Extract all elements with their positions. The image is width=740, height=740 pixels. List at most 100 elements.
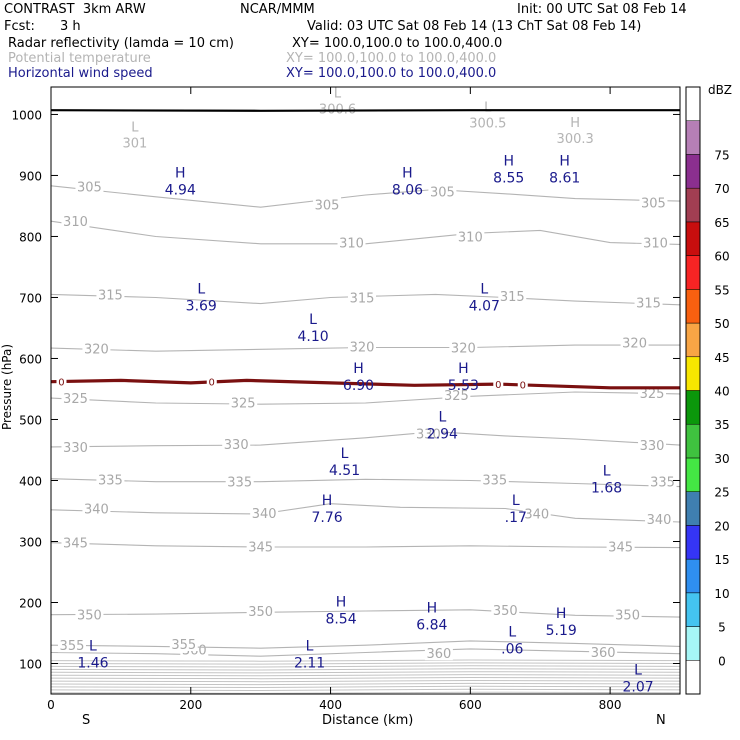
upper-theta-line — [50, 671, 681, 674]
wind-extreme-letter: L — [634, 663, 642, 679]
theta-label-bg — [613, 606, 642, 622]
colorbar-level-label: 70 — [714, 182, 729, 196]
colorbar-swatch — [685, 154, 701, 189]
y-tick-label: 1000 — [11, 108, 42, 122]
theta-contour-label: 325 — [63, 392, 88, 407]
colorbar-swatch — [685, 626, 701, 661]
y-tick-label: 500 — [19, 413, 42, 427]
y-tick-label: 700 — [19, 291, 42, 305]
wind-extreme-letter: H — [322, 493, 333, 509]
upper-theta-line — [50, 691, 681, 694]
plot-frame — [50, 86, 681, 695]
surface-extreme-letter: L — [334, 86, 342, 101]
wind-extreme-letter: L — [309, 312, 317, 328]
forecast-label: Fcst: — [4, 19, 35, 34]
theta-contour-label: 320 — [350, 340, 375, 355]
theta-label-bg — [589, 643, 618, 659]
theta-label-bg — [606, 538, 635, 554]
theta-contour-label: 345 — [608, 540, 633, 555]
wind-extreme-value: 2.11 — [294, 655, 325, 671]
theta-contour-label: 360 — [591, 646, 616, 661]
y-tick-label: 300 — [19, 535, 42, 549]
theta-label-bg — [442, 387, 471, 403]
forecast-hours: 3 h — [60, 19, 81, 34]
theta-contour-label: 345 — [248, 540, 273, 555]
upper-theta-line — [50, 662, 681, 665]
theta-label-bg — [641, 234, 670, 250]
theta-contour-label: 310 — [339, 237, 364, 252]
freezing-label-bg — [56, 376, 67, 387]
x-tick-label: 400 — [319, 698, 342, 712]
wind-extreme-value: 6.84 — [416, 618, 447, 634]
theta-contour-330 — [50, 431, 681, 448]
wind-extreme-value: 6.90 — [343, 378, 374, 394]
surface-extreme-letter: H — [570, 116, 580, 131]
upper-theta-line — [50, 685, 681, 689]
wind-extreme-value: 2.07 — [622, 680, 653, 696]
x-tick-label: 800 — [599, 698, 622, 712]
freezing-label-bg — [517, 379, 528, 390]
theta-label-bg — [645, 510, 674, 526]
surface-extreme-value: 301 — [122, 137, 147, 152]
theta-label-bg — [96, 286, 125, 302]
theta-contour-350 — [50, 609, 681, 618]
wind-extreme-value: .17 — [505, 510, 527, 526]
surface-extreme-value: 300.3 — [557, 132, 594, 147]
theta-contour-label: 360 — [426, 647, 451, 662]
wind-extreme-value: .06 — [501, 641, 523, 657]
theta-label-bg — [449, 339, 478, 355]
colorbar-swatch — [685, 187, 701, 223]
theta-label-bg — [169, 635, 198, 651]
wind-extreme-value: 5.19 — [546, 623, 577, 639]
colorbar-swatch — [685, 491, 701, 526]
colorbar-swatch — [685, 356, 701, 391]
upper-theta-line — [50, 688, 681, 692]
theta-label-bg — [75, 178, 104, 194]
colorbar-swatch — [685, 457, 701, 492]
colorbar-swatch — [685, 289, 701, 324]
theta-label-bg — [82, 500, 111, 516]
theta-contour-label: 335 — [227, 476, 252, 491]
x-right-end-label: N — [656, 713, 666, 728]
y-tick-label: 200 — [19, 596, 42, 610]
upper-theta-line — [50, 665, 681, 668]
y-tick-label: 100 — [19, 657, 42, 671]
wind-extreme-value: 4.94 — [165, 183, 196, 199]
theta-contour-label: 305 — [315, 199, 340, 214]
theta-contour-label: 335 — [98, 473, 123, 488]
wind-extreme-letter: H — [175, 166, 186, 182]
theta-label-bg — [61, 534, 90, 550]
theta-label-bg — [225, 473, 254, 489]
field-reflectivity-name: Radar reflectivity (lamda = 10 cm) — [8, 36, 234, 51]
colorbar-title: dBZ — [708, 83, 732, 97]
colorbar-level-label: 35 — [714, 418, 729, 432]
theta-contour-label: 345 — [63, 537, 88, 552]
wind-extreme-letter: L — [89, 638, 97, 654]
surface-extreme-letter: L — [131, 121, 139, 136]
wind-extreme-value: 3.69 — [186, 298, 217, 314]
theta-label-bg — [424, 645, 453, 661]
theta-contour-label: 340 — [524, 507, 549, 522]
theta-contour-label: 335 — [650, 476, 675, 491]
axes: 100 200 300 400 500 600 700 800 900 1000 0 200 400 60… — [11, 86, 681, 712]
wind-extreme-letter: H — [402, 166, 413, 182]
theta-contour-340 — [50, 503, 681, 523]
field-theta-xy: XY= 100.0,100.0 to 100.0,400.0 — [286, 51, 497, 66]
theta-contour-label: 305 — [77, 180, 102, 195]
colorbar-frame — [685, 86, 701, 695]
theta-contour-label: 350 — [493, 604, 518, 619]
theta-label-bg — [348, 289, 377, 305]
theta-label-bg — [522, 505, 551, 521]
colorbar-swatch — [685, 120, 701, 155]
theta-label-bg — [82, 340, 111, 356]
theta-contour-325 — [50, 391, 681, 405]
theta-label-bg — [498, 288, 527, 304]
wind-extreme-value: 4.07 — [469, 298, 500, 314]
theta-contour-label: 320 — [622, 337, 647, 352]
theta-label-bg — [313, 196, 342, 212]
x-tick-label: 600 — [459, 698, 482, 712]
colorbar-swatch — [685, 660, 701, 695]
theta-contour-305 — [50, 185, 681, 208]
x-left-end-label: S — [82, 713, 91, 728]
